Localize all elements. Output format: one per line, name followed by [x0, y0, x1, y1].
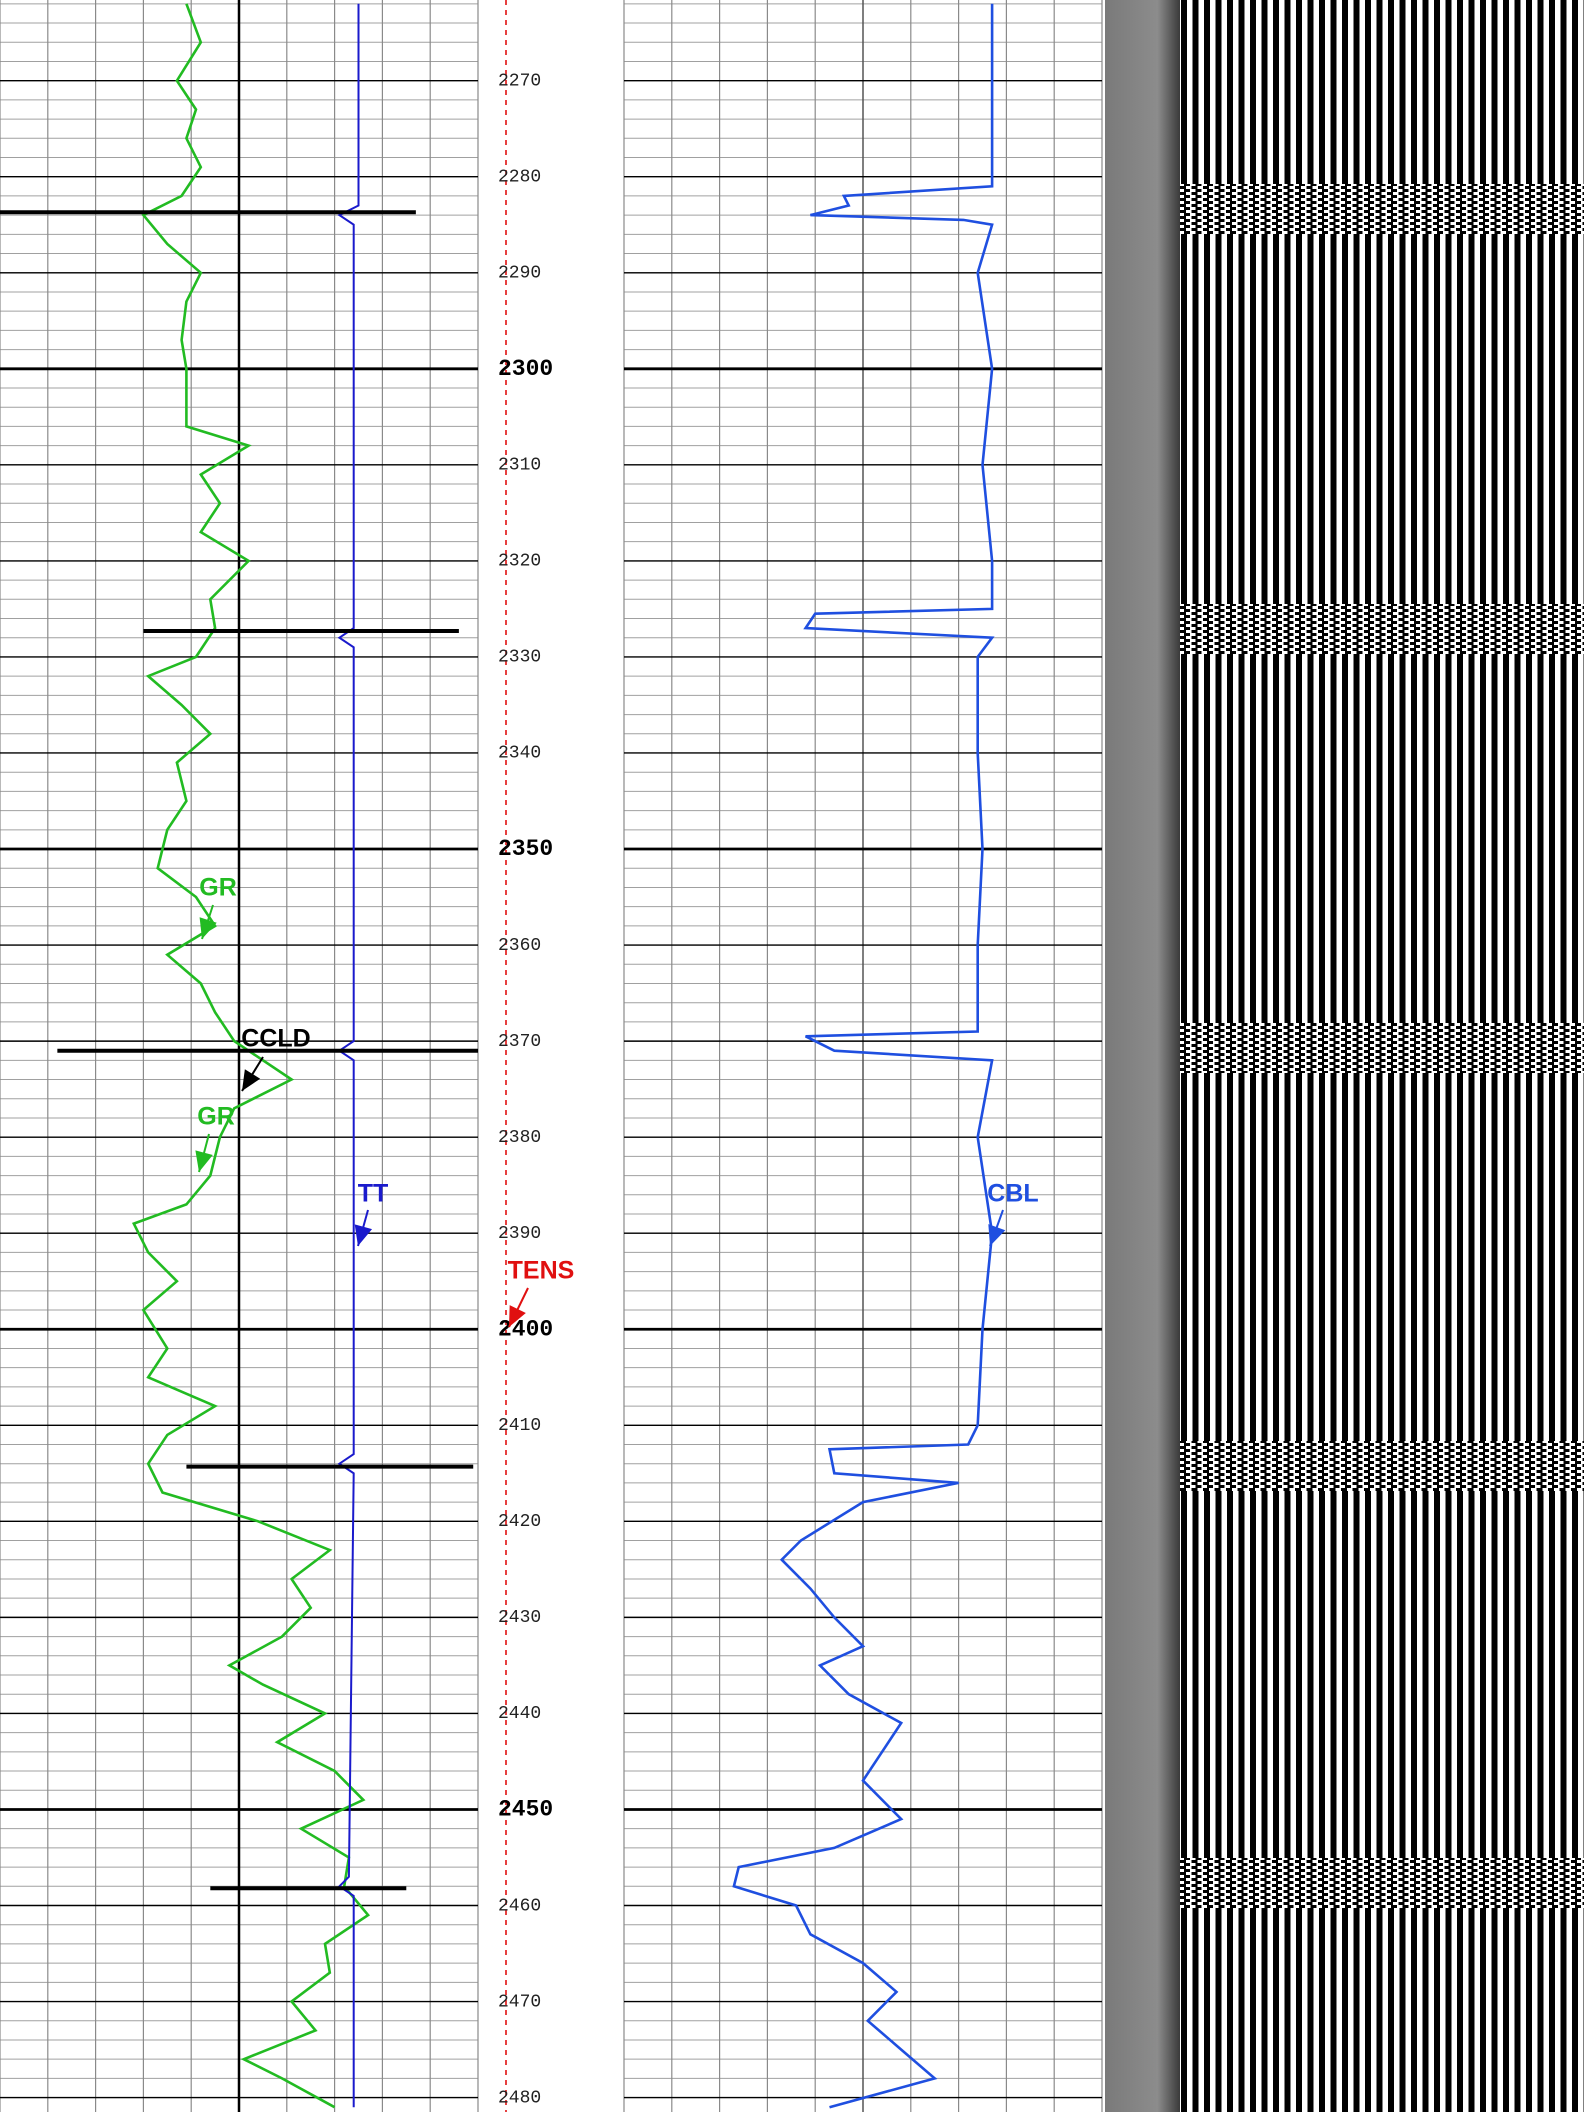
- depth-label: 2300: [498, 356, 553, 382]
- arrow-head: [988, 1224, 1006, 1246]
- depth-label: 2460: [498, 1896, 541, 1916]
- depth-label: 2360: [498, 936, 541, 956]
- depth-label: 2410: [498, 1416, 541, 1436]
- depth-label: 2310: [498, 456, 541, 476]
- depth-label: 2480: [498, 2088, 541, 2108]
- depth-label: 2390: [498, 1224, 541, 1244]
- depth-label: 2470: [498, 1992, 541, 2012]
- depth-label: 2380: [498, 1128, 541, 1148]
- depth-label: 2330: [498, 648, 541, 668]
- depth-label: 2320: [498, 552, 541, 572]
- depth-label: 2350: [498, 836, 553, 862]
- depth-label: 2400: [498, 1316, 553, 1342]
- depth-label: 2290: [498, 264, 541, 284]
- arrow-head: [195, 1150, 213, 1172]
- curve-cbl: [732, 3, 995, 2109]
- curve-label: CBL: [987, 1180, 1038, 1208]
- curve-label: GR: [199, 874, 237, 902]
- vdl-track: [1105, 0, 1584, 2112]
- depth-label: 2270: [498, 71, 541, 91]
- curve-label: GR: [197, 1103, 235, 1131]
- depth-label: 2280: [498, 167, 541, 187]
- depth-label: 2440: [498, 1704, 541, 1724]
- arrow-head: [199, 917, 217, 939]
- arrow-head: [509, 1305, 526, 1327]
- curve-gr: [131, 3, 371, 2109]
- depth-label: 2430: [498, 1608, 541, 1628]
- depth-label: 2450: [498, 1797, 553, 1823]
- curve-label: TT: [358, 1180, 389, 1208]
- labels: 2270 2280 2290 2300 2310 2320 2330 2340 2350 2360…: [195, 71, 1039, 2108]
- curve-label: CCLD: [241, 1025, 310, 1053]
- arrow-head: [354, 1224, 373, 1246]
- curves: [0, 0, 995, 2112]
- arrow-head: [242, 1069, 261, 1091]
- depth-label: 2420: [498, 1512, 541, 1532]
- curve-label: TENS: [508, 1257, 575, 1285]
- depth-label: 2370: [498, 1032, 541, 1052]
- grid: [0, 0, 1103, 2112]
- depth-label: 2340: [498, 744, 541, 764]
